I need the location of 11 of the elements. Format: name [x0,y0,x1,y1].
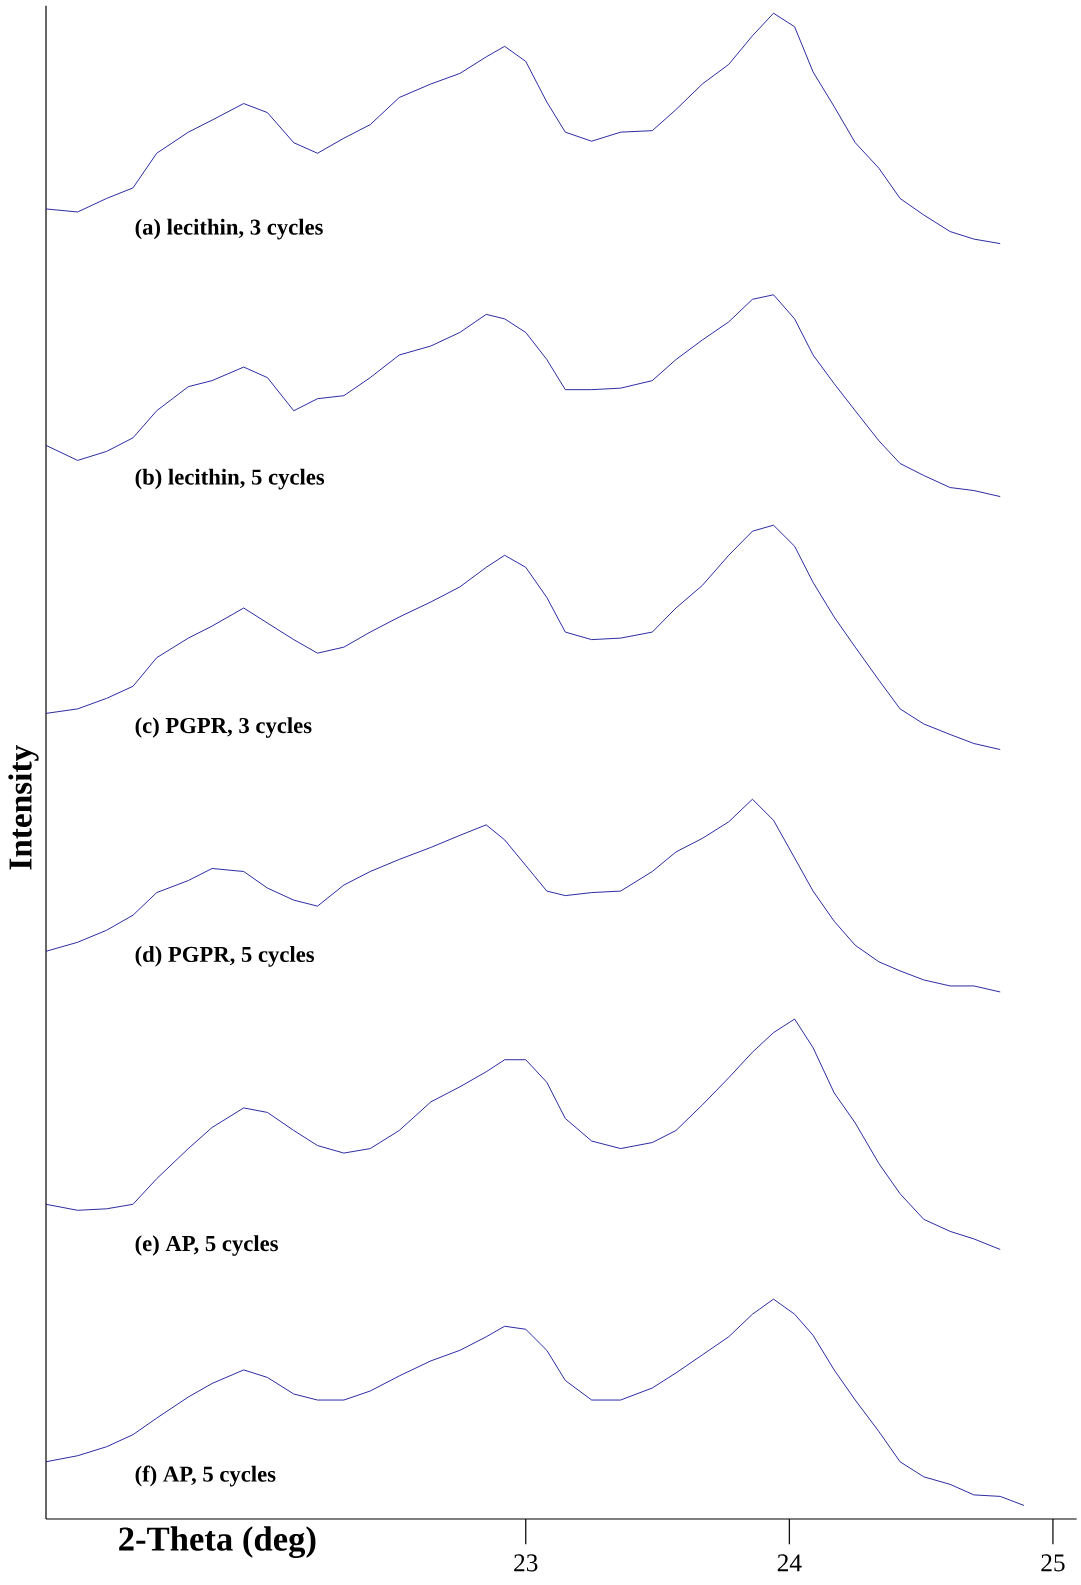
series-label: (b) lecithin, 5 cycles [135,468,325,490]
x-axis-title: 2-Theta (deg) [119,1526,316,1559]
x-tick-label: 23 [514,1554,538,1572]
x-tick-label: 25 [1041,1554,1065,1572]
y-axis-title: Intensity [8,745,39,870]
series-label: (d) PGPR, 5 cycles [135,946,315,967]
series-label: (a) lecithin, 3 cycles [135,218,323,240]
series-label: (e) AP, 5 cycles [135,1235,278,1256]
x-tick-label: 24 [777,1554,802,1572]
series-label: (f) AP, 5 cycles [135,1465,276,1487]
series-label: (c) PGPR, 3 cycles [135,717,312,738]
